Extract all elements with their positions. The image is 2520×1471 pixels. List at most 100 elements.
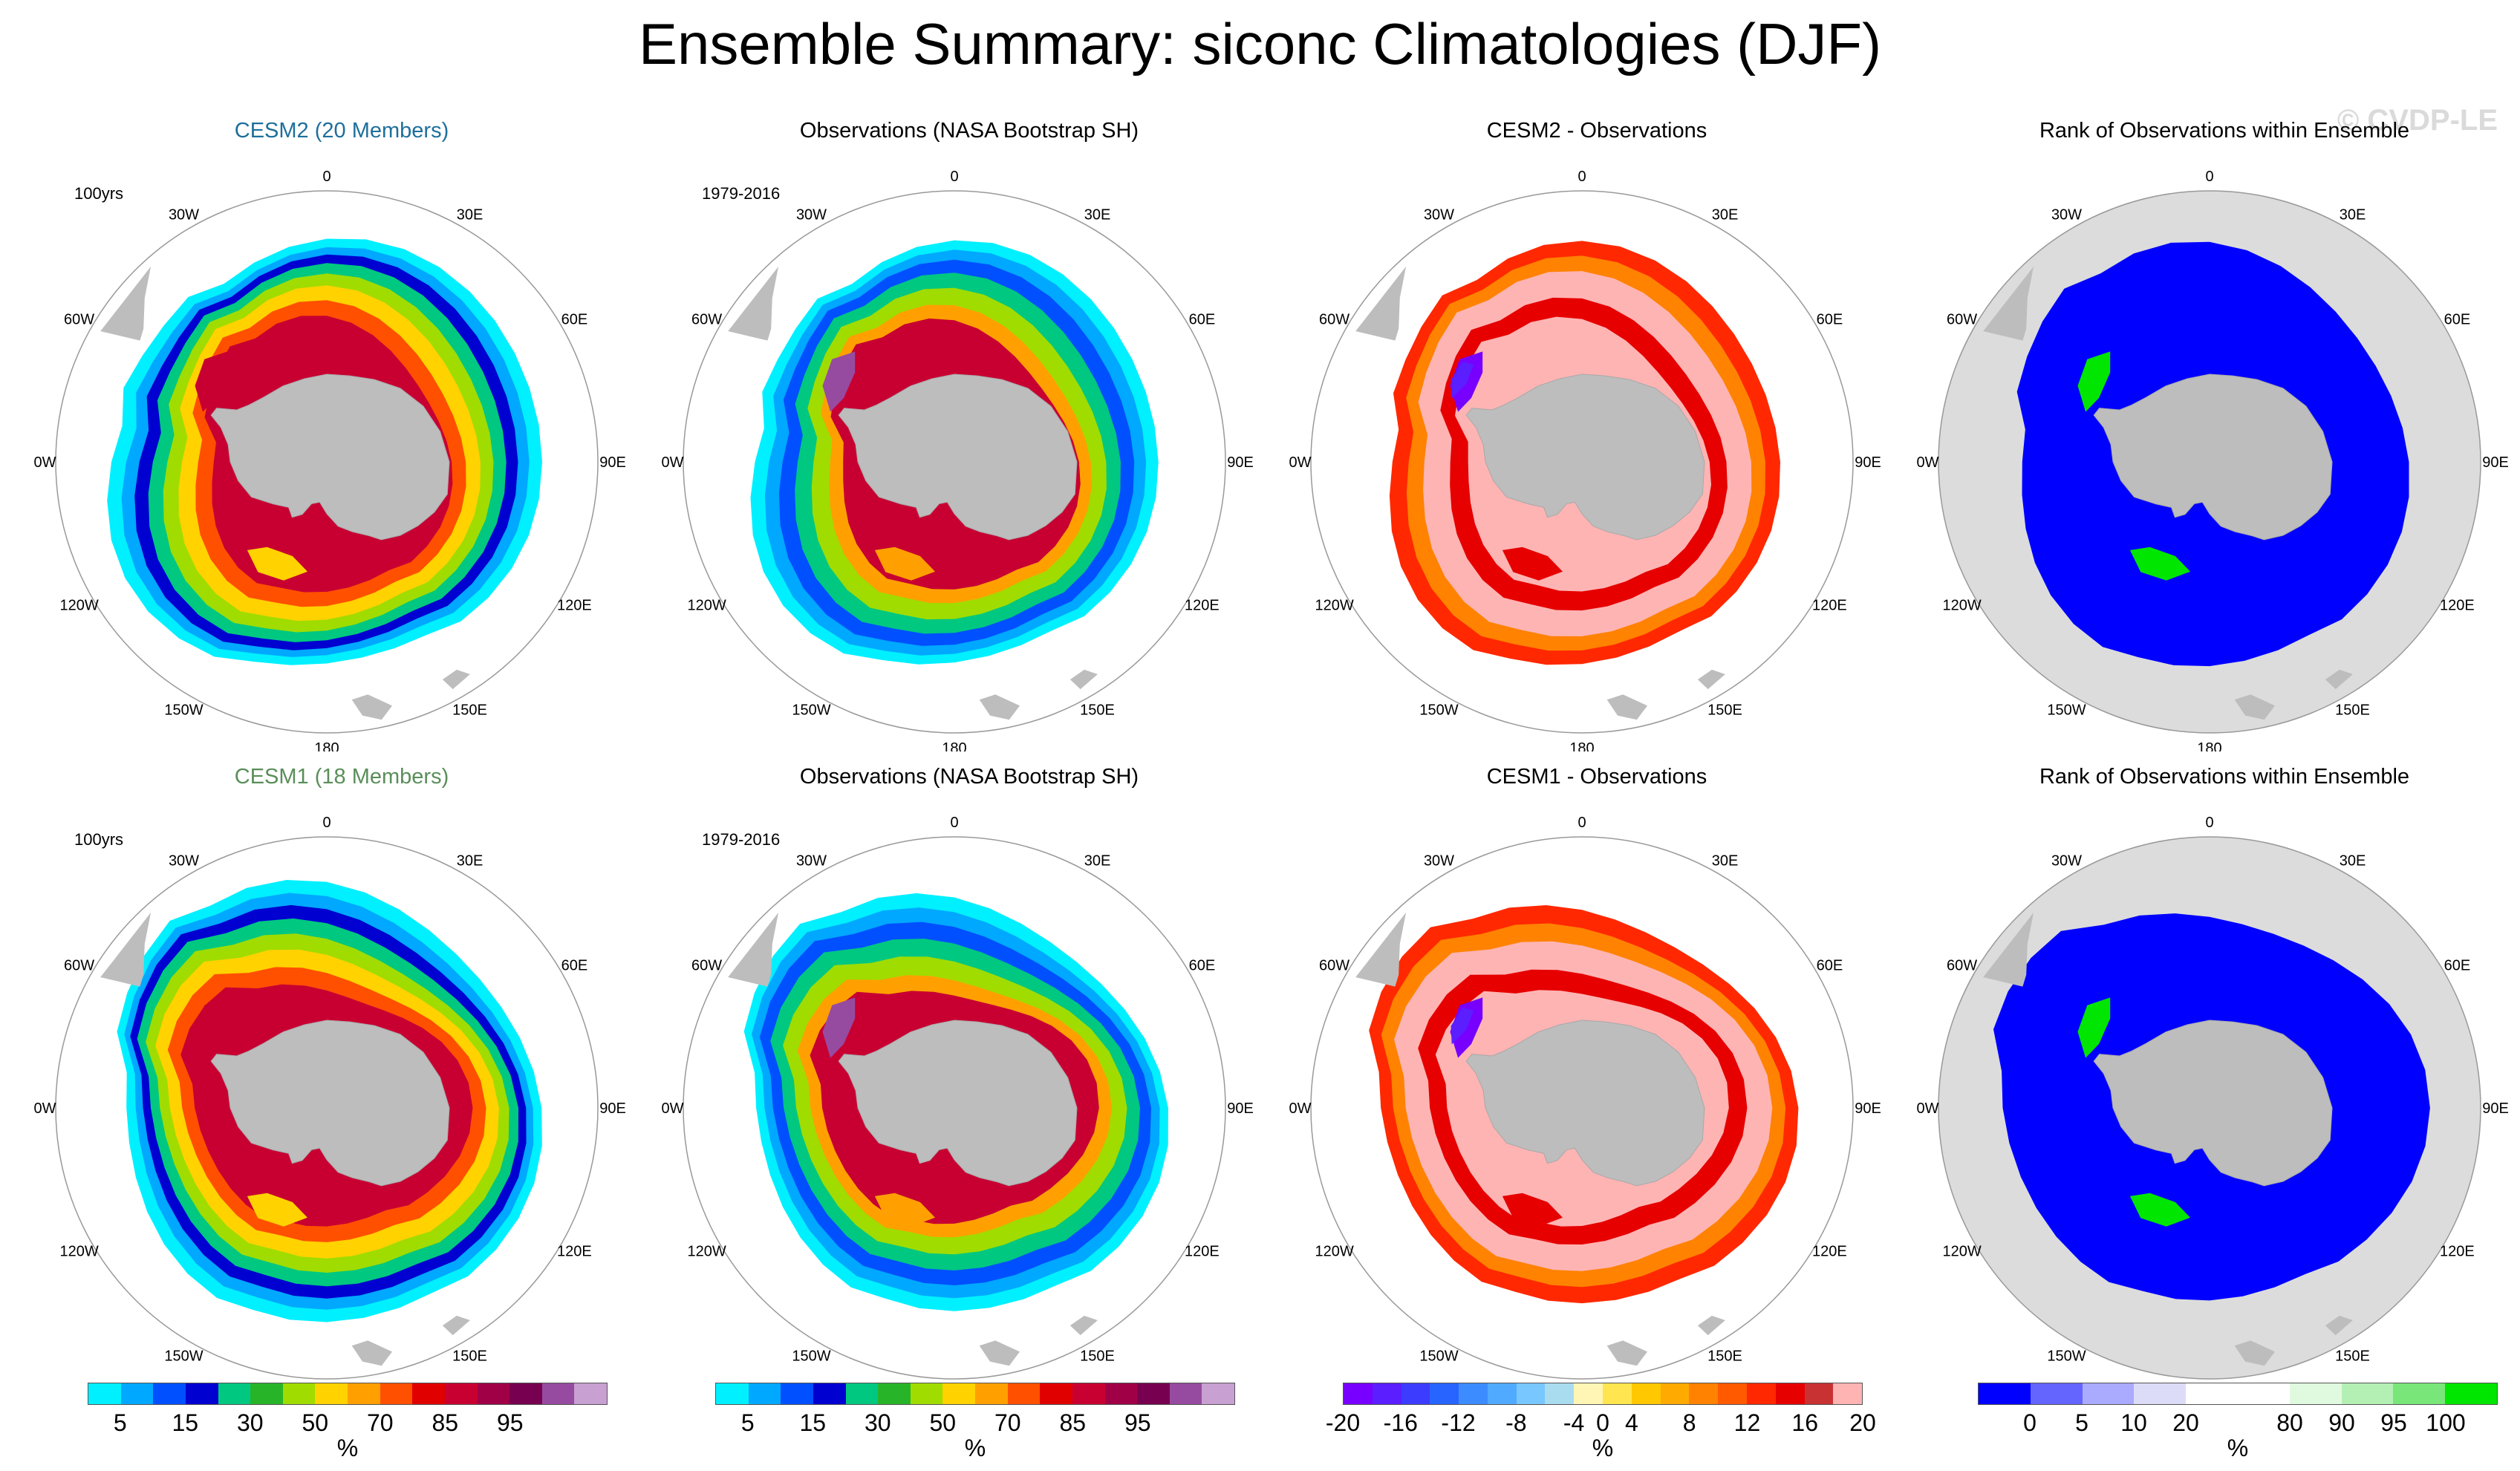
colorbar-swatch	[1430, 1383, 1459, 1404]
longitude-label: 150W	[2047, 1348, 2086, 1364]
ross-sea-feature	[874, 1193, 935, 1227]
panel-title: Rank of Observations within Ensemble	[2039, 765, 2410, 789]
colorbar-swatch	[910, 1383, 943, 1404]
longitude-label: 90E	[1855, 454, 1881, 471]
colorbar-swatch	[2186, 1383, 2238, 1404]
tasmania-landmass	[1069, 669, 1098, 690]
colorbar-swatch	[218, 1383, 251, 1404]
polar-map: 030E60E90E120E150E180150W120W90W60W30W	[661, 169, 1254, 751]
longitude-label: 30E	[1712, 853, 1739, 870]
colorbar-tick-label: 4	[1624, 1409, 1638, 1436]
longitude-label: 120W	[1942, 1244, 1981, 1260]
longitude-label: 90W	[1916, 454, 1939, 471]
new-zealand-landmass	[351, 1340, 392, 1366]
colorbar-swatch	[1545, 1383, 1575, 1404]
longitude-label: 30E	[1084, 853, 1111, 870]
longitude-label: 120E	[557, 1244, 592, 1260]
colorbar-swatch	[1833, 1383, 1863, 1404]
south-america-landmass	[728, 266, 779, 341]
colorbar-swatch	[1007, 1383, 1041, 1404]
colorbar-swatch	[975, 1383, 1008, 1404]
longitude-label: 0	[950, 815, 958, 831]
colorbar-tick-label: 30	[864, 1409, 891, 1436]
colorbar-swatch	[748, 1383, 781, 1404]
longitude-label: 120W	[59, 598, 98, 614]
polar-map: 030E60E90E120E150E180150W120W90W60W30W	[1289, 815, 1881, 1397]
colorbar-swatch	[2341, 1383, 2394, 1404]
south-america-landmass	[1983, 912, 2034, 987]
colorbar-unit: %	[2227, 1435, 2249, 1461]
longitude-label: 30E	[457, 207, 484, 224]
colorbar-swatch	[813, 1383, 846, 1404]
longitude-label: 120E	[557, 598, 592, 614]
colorbar-swatch	[412, 1383, 445, 1404]
longitude-label: 90W	[33, 454, 56, 471]
longitude-label: 30E	[1084, 207, 1111, 224]
colorbar-swatch	[1689, 1383, 1719, 1404]
longitude-label: 150E	[452, 1348, 487, 1364]
longitude-label: 0	[1578, 169, 1586, 185]
colorbar-tick-label: 90	[2328, 1409, 2355, 1436]
colorbar-tick-label: 50	[929, 1409, 957, 1436]
colorbar-unit: %	[336, 1435, 359, 1461]
longitude-label: 30E	[2340, 207, 2366, 224]
longitude-label: 120W	[59, 1244, 98, 1260]
colorbar-swatch	[509, 1383, 542, 1404]
colorbar-tick-label: 85	[1059, 1409, 1087, 1436]
longitude-label: 60E	[561, 312, 588, 328]
ross-sea-feature	[874, 547, 935, 581]
longitude-label: 0	[322, 169, 331, 185]
longitude-label: 150E	[1707, 1348, 1742, 1364]
period-label: 100yrs	[74, 184, 124, 203]
longitude-label: 60W	[1947, 312, 1977, 328]
colorbar-swatch	[1718, 1383, 1747, 1404]
antarctica-landmass	[2093, 374, 2333, 541]
longitude-label: 180	[942, 740, 966, 751]
colorbar-tick-label: -8	[1505, 1409, 1527, 1436]
colorbar-swatch	[2237, 1383, 2290, 1404]
weddell-sea-feature	[195, 997, 228, 1058]
tasmania-landmass	[1069, 1315, 1098, 1336]
longitude-label: 180	[314, 740, 339, 751]
longitude-label: 30W	[2051, 207, 2082, 224]
longitude-label: 30W	[2051, 853, 2082, 870]
longitude-label: 30W	[169, 207, 199, 224]
colorbar-swatch	[1104, 1383, 1138, 1404]
longitude-label: 90E	[2482, 454, 2509, 471]
period-label: 1979-2016	[702, 184, 781, 203]
colorbar-swatch	[1169, 1383, 1202, 1404]
colorbar-swatch	[1775, 1383, 1805, 1404]
colorbar-tick-label: 5	[113, 1409, 127, 1436]
south-america-landmass	[1355, 912, 1407, 987]
panel-title: CESM1 - Observations	[1486, 765, 1707, 789]
colorbar-swatch	[878, 1383, 911, 1404]
colorbar-swatch	[2082, 1383, 2135, 1404]
longitude-label: 180	[2197, 740, 2221, 751]
longitude-label: 150W	[792, 1348, 830, 1364]
colorbar-swatch	[1660, 1383, 1690, 1404]
longitude-label: 120W	[1315, 598, 1353, 614]
longitude-label: 30W	[796, 853, 827, 870]
colorbar-tick-label: 15	[799, 1409, 827, 1436]
longitude-label: 120W	[1942, 598, 1981, 614]
longitude-label: 120E	[2440, 598, 2475, 614]
colorbar-swatch	[541, 1383, 575, 1404]
colorbar-swatch	[1631, 1383, 1661, 1404]
map-panel-obs-clim-2: 030E60E90E120E150E180150W120W90W60W30WOb…	[661, 765, 1277, 1411]
longitude-label: 120E	[1185, 598, 1220, 614]
longitude-label: 60W	[691, 312, 722, 328]
longitude-label: 0	[2205, 815, 2213, 831]
longitude-label: 150E	[1080, 702, 1115, 718]
ross-sea-feature	[2129, 547, 2190, 581]
colorbar-tick-label: 50	[302, 1409, 329, 1436]
longitude-label: 60W	[1319, 958, 1349, 974]
colorbar-swatch	[444, 1383, 478, 1404]
longitude-label: 0	[2205, 169, 2213, 185]
colorbar-tick-label: 95	[2380, 1409, 2407, 1436]
longitude-label: 60E	[1817, 312, 1843, 328]
longitude-label: 90W	[1916, 1100, 1939, 1117]
colorbar-swatch	[1804, 1383, 1834, 1404]
colorbar-swatch	[477, 1383, 510, 1404]
colorbar-tick-label: 85	[432, 1409, 459, 1436]
longitude-label: 0	[950, 169, 958, 185]
